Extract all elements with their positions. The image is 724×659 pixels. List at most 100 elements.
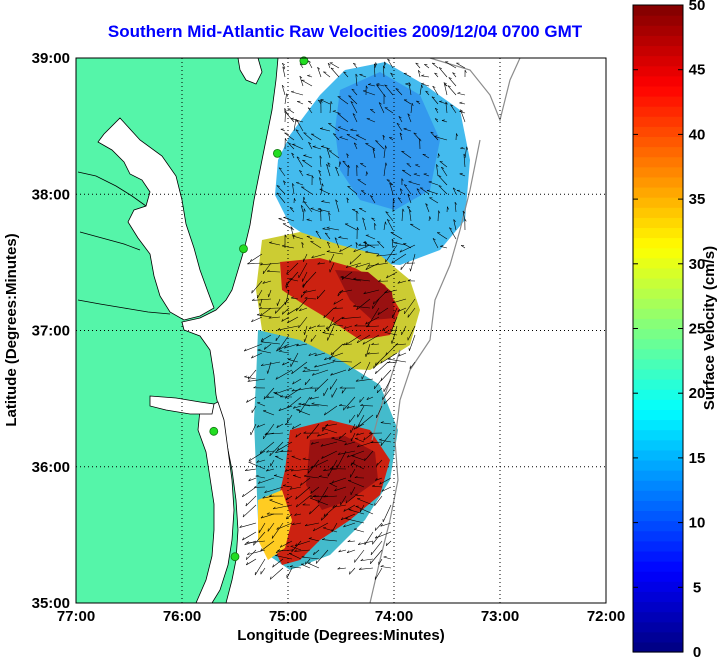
velocity-arrow <box>341 271 353 280</box>
velocity-arrow-head <box>352 113 356 116</box>
velocity-arrow <box>347 450 365 458</box>
velocity-arrow <box>245 468 257 471</box>
velocity-arrow <box>304 297 317 300</box>
colorbar-segment <box>633 470 683 481</box>
colorbar-segment <box>633 126 683 138</box>
velocity-arrow-head <box>384 331 388 333</box>
velocity-arrow <box>322 423 329 432</box>
velocity-arrow-head <box>344 442 347 446</box>
velocity-arrow <box>361 361 371 380</box>
velocity-arrow-head <box>343 71 347 74</box>
velocity-arrow <box>409 334 416 351</box>
velocity-arrow <box>260 513 275 519</box>
velocity-arrow <box>339 432 347 440</box>
velocity-arrow-head <box>371 217 375 219</box>
velocity-arrow <box>261 334 272 342</box>
velocity-arrow <box>390 316 398 333</box>
velocity-arrow-head <box>330 372 333 376</box>
velocity-arrow <box>323 387 329 397</box>
velocity-arrow <box>262 280 272 284</box>
velocity-arrow-head <box>398 116 402 119</box>
velocity-arrow-head <box>373 365 375 369</box>
velocity-arrow <box>413 132 421 141</box>
velocity-arrow <box>290 352 299 367</box>
colorbar-tick-label: 5 <box>693 579 701 596</box>
velocity-arrow-head <box>314 388 317 392</box>
velocity-arrow <box>267 522 275 532</box>
velocity-arrow-head <box>392 300 395 304</box>
velocity-arrow <box>431 62 439 69</box>
velocity-arrow-head <box>277 447 280 451</box>
velocity-arrow-head <box>402 208 405 212</box>
velocity-arrow <box>269 441 284 457</box>
velocity-arrow <box>459 173 466 177</box>
velocity-arrow-head <box>459 101 463 104</box>
velocity-arrow-head <box>346 406 350 409</box>
velocity-arrow-head <box>275 554 279 556</box>
velocity-arrow-head <box>281 84 285 88</box>
velocity-arrow-head <box>449 227 453 230</box>
velocity-arrow <box>333 298 344 305</box>
colorbar-segment <box>633 146 683 158</box>
velocity-arrow <box>302 159 313 168</box>
velocity-arrow <box>324 232 331 240</box>
velocity-arrow-head <box>383 401 386 405</box>
velocity-arrow <box>365 143 376 150</box>
colorbar-segment <box>633 247 683 259</box>
velocity-arrow <box>306 174 313 177</box>
velocity-arrow-head <box>397 308 400 312</box>
velocity-arrow-head <box>320 444 324 447</box>
velocity-arrow <box>380 566 392 569</box>
velocity-arrow <box>276 343 290 352</box>
colorbar-segment <box>633 490 683 501</box>
velocity-arrow-head <box>380 360 383 364</box>
velocity-arrow <box>335 166 340 177</box>
velocity-arrow-head <box>265 432 269 435</box>
velocity-arrow-head <box>347 185 351 188</box>
velocity-arrow <box>396 123 403 132</box>
velocity-arrow <box>329 101 332 114</box>
velocity-arrow-head <box>421 84 423 88</box>
velocity-arrow <box>330 343 344 356</box>
velocity-arrow-head <box>303 208 306 212</box>
velocity-arrow-head <box>320 517 323 521</box>
velocity-arrow <box>301 186 313 195</box>
velocity-arrow-head <box>430 131 434 134</box>
velocity-arrow <box>291 297 299 300</box>
velocity-arrow <box>378 558 383 565</box>
velocity-arrow-head <box>260 340 264 343</box>
velocity-arrow <box>441 120 448 123</box>
velocity-arrow-head <box>276 424 279 428</box>
velocity-arrow <box>292 423 302 430</box>
velocity-arrow <box>345 495 356 504</box>
velocity-arrow-head <box>386 275 389 279</box>
velocity-arrow <box>380 369 392 381</box>
velocity-arrow-head <box>350 101 354 104</box>
velocity-arrow-head <box>322 538 326 540</box>
velocity-arrow-head <box>324 412 326 416</box>
velocity-arrow-head <box>320 208 323 212</box>
velocity-arrow <box>251 352 263 359</box>
velocity-arrow-head <box>431 96 435 99</box>
velocity-arrow-head <box>264 490 267 493</box>
velocity-arrow <box>291 361 308 375</box>
velocity-arrow-head <box>318 99 322 102</box>
velocity-arrow <box>377 241 385 249</box>
velocity-arrow-head <box>292 183 295 186</box>
velocity-arrow <box>332 504 347 508</box>
velocity-arrow <box>307 75 313 78</box>
colorbar-segment <box>633 227 683 239</box>
velocity-arrow <box>285 280 290 289</box>
velocity-arrow-head <box>335 199 338 203</box>
velocity-arrow-head <box>356 432 359 436</box>
velocity-arrow-head <box>460 146 464 149</box>
velocity-arrow <box>343 396 356 411</box>
velocity-arrow-head <box>380 421 384 423</box>
colorbar-segment <box>633 186 683 198</box>
colorbar-segment <box>633 389 683 400</box>
velocity-arrow-head <box>292 426 295 430</box>
velocity-arrow <box>285 423 293 425</box>
velocity-arrow <box>351 462 365 470</box>
velocity-arrow-head <box>269 241 273 243</box>
velocity-arrow-head <box>365 321 368 325</box>
